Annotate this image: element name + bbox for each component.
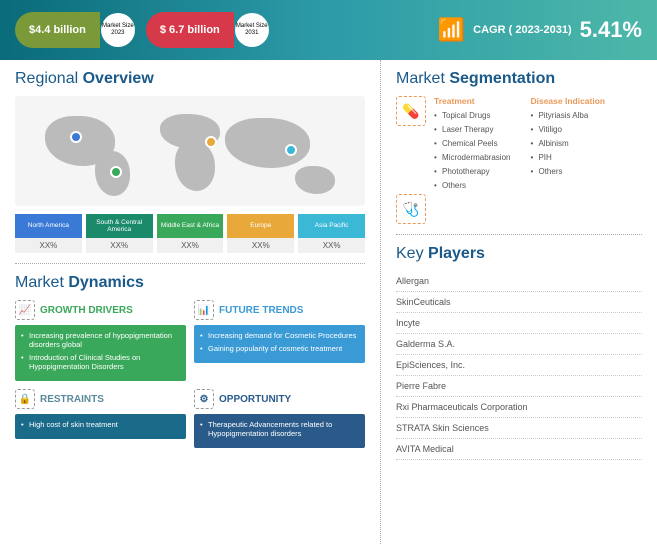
disease-icon: 🩺 — [396, 194, 426, 224]
player-item: STRATA Skin Sciences — [396, 418, 642, 439]
dynamics-icon: 📈 — [15, 300, 35, 320]
pill2-badge: Market Size 2031 — [235, 13, 269, 47]
dynamics-header: 📊FUTURE TRENDS — [194, 300, 365, 320]
dynamics-content: Therapeutic Advancements related to Hypo… — [194, 414, 365, 448]
main-content: Regional Overview North AmericaXX%South … — [0, 60, 657, 544]
dynamics-header: 📈GROWTH DRIVERS — [15, 300, 186, 320]
dynamics-header: 🔒RESTRAINTS — [15, 389, 186, 409]
player-item: Allergan — [396, 271, 642, 292]
region-box: Asia PacificXX% — [298, 214, 365, 253]
market-size-2023-pill: $4.4 billion Market Size 2023 — [15, 12, 136, 48]
region-box: EuropeXX% — [227, 214, 294, 253]
dynamics-icon: 📊 — [194, 300, 214, 320]
cagr-label: CAGR ( 2023-2031) — [473, 24, 571, 36]
map-marker — [70, 131, 82, 143]
players-title: Key Players — [396, 245, 642, 263]
region-label: Middle East & Africa — [157, 214, 224, 238]
pill1-value: $4.4 billion — [15, 12, 100, 48]
segmentation-col-title: Disease Indication — [530, 96, 605, 106]
player-item: EpiSciences, Inc. — [396, 355, 642, 376]
region-boxes: North AmericaXX%South & Central AmericaX… — [15, 214, 365, 253]
dynamics-content: Increasing prevalence of hypopigmentatio… — [15, 325, 186, 381]
dynamics-icon: ⚙ — [194, 389, 214, 409]
continent-shape — [225, 118, 310, 168]
dynamics-section: 📈GROWTH DRIVERS Increasing prevalence of … — [15, 300, 186, 381]
dynamics-item: Increasing demand for Cosmetic Procedure… — [200, 331, 359, 340]
segmentation-item: PIH — [530, 153, 605, 162]
dynamics-item: Therapeutic Advancements related to Hypo… — [200, 420, 359, 438]
region-value: XX% — [157, 238, 224, 253]
cagr-value: 5.41% — [580, 17, 642, 43]
region-value: XX% — [298, 238, 365, 253]
regional-title: Regional Overview — [15, 70, 365, 88]
player-item: Pierre Fabre — [396, 376, 642, 397]
segmentation-item: Phototherapy — [434, 167, 510, 176]
pill1-badge: Market Size 2023 — [101, 13, 135, 47]
divider — [15, 263, 365, 264]
player-item: AVITA Medical — [396, 439, 642, 460]
dynamics-title: Market Dynamics — [15, 274, 365, 292]
pill2-value: $ 6.7 billion — [146, 12, 234, 48]
market-size-2031-pill: $ 6.7 billion Market Size 2031 — [146, 12, 270, 48]
left-column: Regional Overview North AmericaXX%South … — [0, 60, 380, 544]
dynamics-content: High cost of skin treatment — [15, 414, 186, 439]
right-column: Market Segmentation 💊 🩺 Treatment Topical… — [380, 60, 657, 544]
region-box: Middle East & AfricaXX% — [157, 214, 224, 253]
dynamics-section: ⚙OPPORTUNITY Therapeutic Advancements rel… — [194, 389, 365, 448]
continent-shape — [295, 166, 335, 194]
header-banner: $4.4 billion Market Size 2023 $ 6.7 bill… — [0, 0, 657, 60]
segmentation-item: Others — [434, 181, 510, 190]
region-value: XX% — [15, 238, 82, 253]
dynamics-item: Increasing prevalence of hypopigmentatio… — [21, 331, 180, 349]
player-item: Incyte — [396, 313, 642, 334]
segmentation-item: Topical Drugs — [434, 111, 510, 120]
segmentation-item: Chemical Peels — [434, 139, 510, 148]
player-item: Galderma S.A. — [396, 334, 642, 355]
player-item: Rxi Pharmaceuticals Corporation — [396, 397, 642, 418]
players-list: AllerganSkinCeuticalsIncyteGalderma S.A.… — [396, 271, 642, 460]
dynamics-section: 📊FUTURE TRENDS Increasing demand for Cosm… — [194, 300, 365, 381]
continent-shape — [175, 141, 215, 191]
segmentation-item: Pityriasis Alba — [530, 111, 605, 120]
segmentation-item: Others — [530, 167, 605, 176]
cagr-section: 📶 CAGR ( 2023-2031) 5.41% — [438, 17, 642, 43]
dynamics-icon: 🔒 — [15, 389, 35, 409]
treatment-icon: 💊 — [396, 96, 426, 126]
dynamics-section: 🔒RESTRAINTS High cost of skin treatment — [15, 389, 186, 448]
divider — [396, 234, 642, 235]
map-marker — [110, 166, 122, 178]
region-label: South & Central America — [86, 214, 153, 238]
segmentation-col-title: Treatment — [434, 96, 510, 106]
dynamics-grid: 📈GROWTH DRIVERS Increasing prevalence of … — [15, 300, 365, 448]
region-box: South & Central AmericaXX% — [86, 214, 153, 253]
dynamics-item: High cost of skin treatment — [21, 420, 180, 429]
region-label: Asia Pacific — [298, 214, 365, 238]
dynamics-content: Increasing demand for Cosmetic Procedure… — [194, 325, 365, 363]
growth-chart-icon: 📶 — [438, 17, 465, 43]
segmentation-item: Albinism — [530, 139, 605, 148]
segmentation-column: Treatment Topical Drugs Laser Therapy Chemi… — [434, 96, 510, 224]
dynamics-item: Gaining popularity of cosmetic treatment — [200, 344, 359, 353]
region-value: XX% — [227, 238, 294, 253]
region-value: XX% — [86, 238, 153, 253]
map-marker — [205, 136, 217, 148]
segmentation-lists: Treatment Topical Drugs Laser Therapy Chemi… — [434, 96, 605, 224]
segmentation-item: Laser Therapy — [434, 125, 510, 134]
segmentation-title: Market Segmentation — [396, 70, 642, 88]
dynamics-header: ⚙OPPORTUNITY — [194, 389, 365, 409]
map-marker — [285, 144, 297, 156]
region-box: North AmericaXX% — [15, 214, 82, 253]
segmentation-item: Microdermabrasion — [434, 153, 510, 162]
dynamics-item: Introduction of Clinical Studies on Hypo… — [21, 353, 180, 371]
segmentation-column: Disease Indication Pityriasis Alba Vitilig… — [530, 96, 605, 224]
region-label: Europe — [227, 214, 294, 238]
world-map — [15, 96, 365, 206]
player-item: SkinCeuticals — [396, 292, 642, 313]
region-label: North America — [15, 214, 82, 238]
segmentation-item: Vitiligo — [530, 125, 605, 134]
segmentation-row: 💊 🩺 Treatment Topical Drugs Laser Therapy C… — [396, 96, 642, 224]
